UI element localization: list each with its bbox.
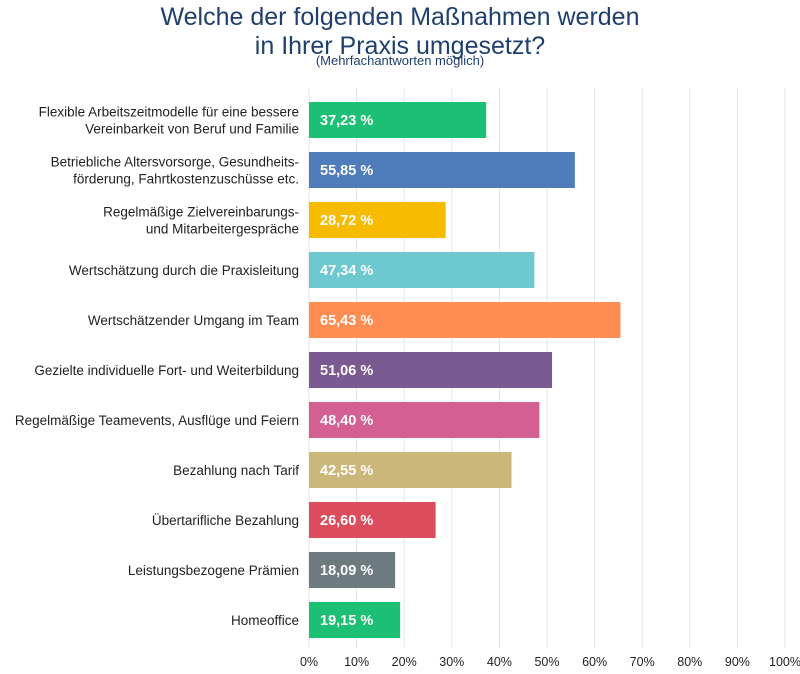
x-tick-label: 0% xyxy=(300,655,318,669)
bar xyxy=(309,402,540,438)
category-label: Übertarifliche Bezahlung xyxy=(152,513,299,528)
bar xyxy=(309,302,621,338)
category-label: förderung, Fahrtkostenzuschüsse etc. xyxy=(73,172,299,187)
bar-value-label: 19,15 % xyxy=(320,613,373,629)
bar-value-label: 26,60 % xyxy=(320,513,373,529)
x-tick-label: 80% xyxy=(677,655,702,669)
bar xyxy=(309,502,436,538)
category-label: Gezielte individuelle Fort- und Weiterbi… xyxy=(34,363,299,378)
x-tick-label: 60% xyxy=(582,655,607,669)
bar-value-label: 37,23 % xyxy=(320,113,373,129)
bar-value-label: 47,34 % xyxy=(320,263,373,279)
chart-title-line-1: Welche der folgenden Maßnahmen werden xyxy=(160,3,640,31)
category-label: Homeoffice xyxy=(231,613,299,628)
bar xyxy=(309,452,512,488)
bar-value-label: 48,40 % xyxy=(320,413,373,429)
x-tick-label: 20% xyxy=(392,655,417,669)
bar-value-label: 42,55 % xyxy=(320,463,373,479)
category-label: Vereinbarkeit von Beruf und Familie xyxy=(85,122,299,137)
x-tick-label: 90% xyxy=(725,655,750,669)
x-tick-label: 50% xyxy=(534,655,559,669)
bar-value-label: 55,85 % xyxy=(320,163,373,179)
bar xyxy=(309,552,396,588)
category-label: Regelmäßige Zielvereinbarungs- xyxy=(103,205,299,220)
bar xyxy=(309,602,401,638)
bar-value-label: 18,09 % xyxy=(320,563,373,579)
bar xyxy=(309,202,446,238)
category-label: Wertschätzender Umgang im Team xyxy=(88,313,299,328)
bar-value-label: 51,06 % xyxy=(320,363,373,379)
x-tick-label: 30% xyxy=(439,655,464,669)
category-label: Betriebliche Altersvorsorge, Gesundheits… xyxy=(51,155,299,170)
category-label: Flexible Arbeitszeitmodelle für eine bes… xyxy=(39,105,299,120)
bar xyxy=(309,152,575,188)
category-label: Regelmäßige Teamevents, Ausflüge und Fei… xyxy=(15,413,299,428)
chart-title-line-2: in Ihrer Praxis umgesetzt? xyxy=(254,32,546,60)
bar-value-label: 28,72 % xyxy=(320,213,373,229)
category-label: Bezahlung nach Tarif xyxy=(173,463,299,478)
x-tick-label: 40% xyxy=(487,655,512,669)
category-label: und Mitarbeitergespräche xyxy=(146,222,299,237)
bar-value-label: 65,43 % xyxy=(320,313,373,329)
chart-subtitle: (Mehrfachantworten möglich) xyxy=(315,53,485,68)
category-label: Wertschätzung durch die Praxisleitung xyxy=(69,263,299,278)
bar xyxy=(309,352,553,388)
bar xyxy=(309,252,535,288)
category-label: Leistungsbezogene Prämien xyxy=(128,563,299,578)
x-tick-label: 100% xyxy=(769,655,800,669)
bar xyxy=(309,102,487,138)
x-tick-label: 10% xyxy=(344,655,369,669)
x-tick-label: 70% xyxy=(630,655,655,669)
